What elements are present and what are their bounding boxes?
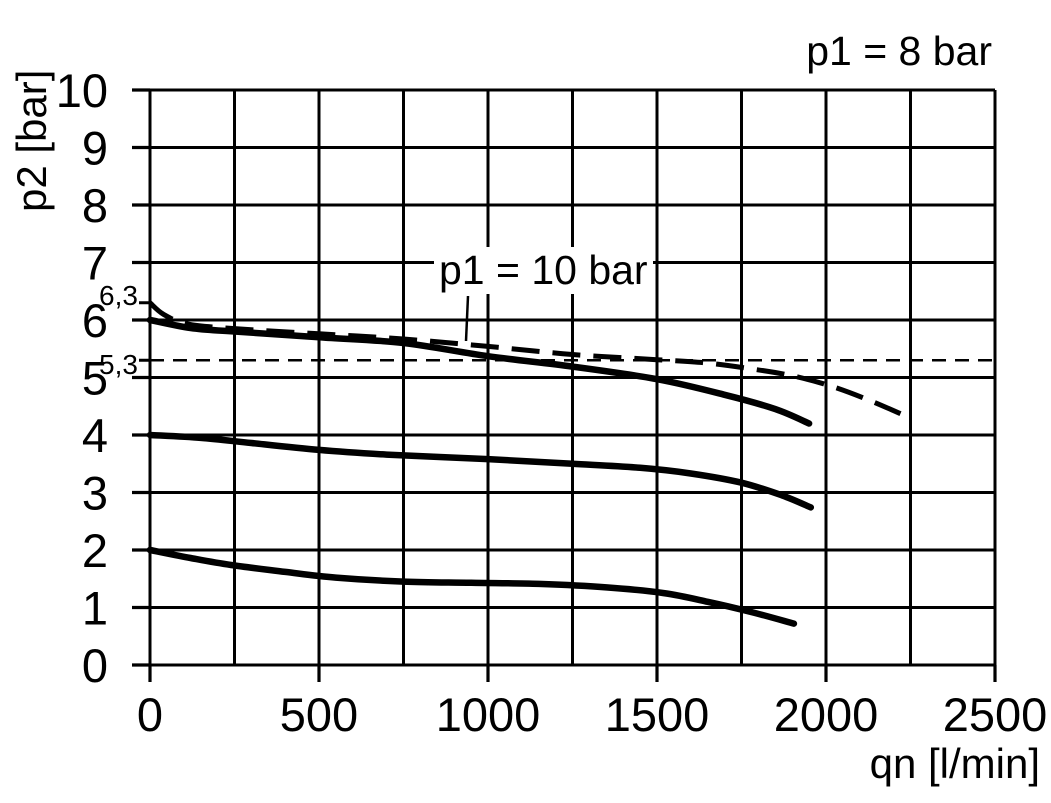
x-tick-label: 1000 [436, 688, 541, 741]
y-tick-label: 3 [82, 467, 108, 520]
annotation-pointer-line [464, 295, 470, 342]
y-tick-label: 9 [82, 122, 108, 175]
y-tick-label: 2 [82, 524, 108, 577]
x-tick-label: 0 [137, 688, 163, 741]
y-tick-label: 10 [56, 64, 108, 117]
y-tick-label: 1 [82, 582, 108, 635]
x-axis-title: qn [l/min] [869, 740, 1040, 787]
series-curve-3 [146, 546, 798, 627]
y-tick-label: 0 [82, 639, 108, 692]
x-tick-label: 2000 [774, 688, 879, 741]
y-tick-label: 4 [82, 409, 108, 462]
y-tick-label: 8 [82, 179, 108, 232]
y-tick-label: 5 [82, 352, 108, 405]
x-tick-label: 2500 [943, 688, 1048, 741]
x-tick-label: 1500 [605, 688, 710, 741]
annotation-p1-10bar: p1 = 10 bar [434, 247, 653, 294]
y-tick-label: 6 [82, 294, 108, 347]
annotation-p1-8bar: p1 = 8 bar [806, 28, 992, 74]
axis-ticks [132, 88, 997, 682]
series-curve-2 [146, 431, 815, 511]
y-tick-label-5-3: 5,3 [99, 349, 138, 380]
y-tick-label: 7 [82, 237, 108, 290]
grid-lines [148, 88, 997, 667]
y-tick-label-6-3: 6,3 [99, 280, 138, 311]
data-curves [146, 300, 995, 627]
series-curve-1 [146, 316, 813, 427]
x-tick-label: 500 [280, 688, 358, 741]
y-axis-title: p2 [bar] [8, 69, 55, 212]
